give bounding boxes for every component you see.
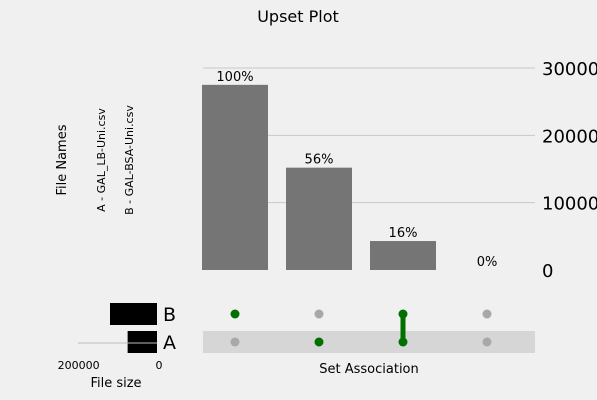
matrix-dot-active [398, 337, 408, 347]
intersection-bar [370, 241, 436, 270]
intersection-bar [286, 167, 352, 270]
set-size-tick-label: 200000 [58, 359, 100, 372]
set-size-tick-label: 0 [156, 359, 163, 372]
matrix-dot-inactive [230, 337, 240, 347]
bar-percent-label: 0% [477, 255, 498, 270]
bar-percent-label: 100% [216, 70, 253, 85]
set-name-a: A [163, 332, 176, 354]
matrix-dot-inactive [314, 309, 324, 319]
chart-title: Upset Plot [257, 7, 339, 26]
set-size-bar-b [110, 303, 157, 325]
y-tick-label: 0 [542, 261, 553, 282]
file-label-a: A - GAL_LB-Uni.csv [95, 108, 108, 212]
matrix-dot-active [230, 309, 240, 319]
bar-percent-label: 56% [305, 153, 334, 168]
x-axis-label: Set Association [319, 362, 419, 377]
set-name-b: B [163, 304, 176, 326]
matrix-dot-active [314, 337, 324, 347]
matrix-dot-inactive [482, 337, 492, 347]
y-tick-label: 30000 [542, 59, 597, 80]
matrix-dot-active [398, 309, 408, 319]
intersection-bar [202, 84, 268, 270]
bar-percent-label: 16% [389, 226, 418, 241]
y-tick-label: 10000 [542, 194, 597, 215]
set-size-bar-a [127, 331, 157, 353]
set-size-axis-label: File size [90, 376, 141, 391]
file-label-b: B - GAL-BSA-Uni.csv [123, 105, 136, 215]
matrix-row-stripe-a [203, 331, 535, 353]
matrix-dot-inactive [482, 309, 492, 319]
file-names-label: File Names [55, 124, 70, 195]
y-tick-label: 20000 [542, 126, 597, 147]
